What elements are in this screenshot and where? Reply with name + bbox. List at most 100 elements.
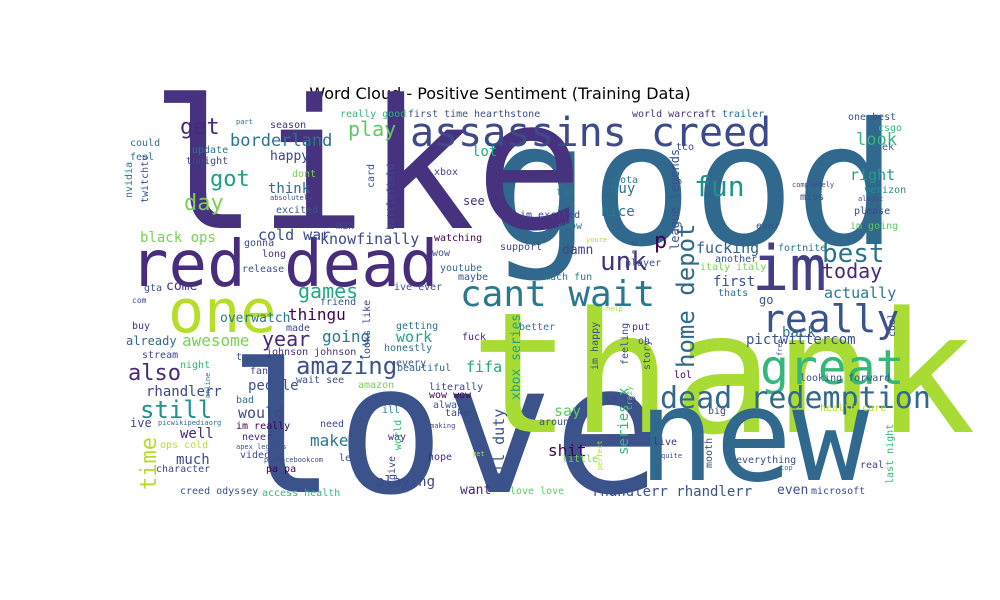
word-looking-forward: looking forward — [800, 373, 890, 384]
word-please: please — [854, 206, 890, 217]
word-home-depot: home depot — [672, 224, 700, 369]
word-johnson-johnson: johnson johnson — [266, 347, 356, 358]
word-hope: hope — [428, 452, 452, 463]
word-every: every — [396, 358, 426, 369]
word-even: even — [777, 483, 808, 498]
word-look: look — [856, 130, 897, 150]
word-well: well — [180, 426, 214, 442]
word-love-love: love love — [510, 486, 564, 497]
word-good: good — [488, 87, 897, 285]
word-need: need — [320, 419, 344, 430]
word-year: year — [262, 327, 310, 351]
word-dont: dont — [292, 169, 316, 180]
word-ill: ill — [382, 405, 400, 416]
word-p: p — [654, 229, 667, 254]
word-dota: dota — [614, 175, 638, 186]
word-back: back — [782, 325, 816, 341]
word-man: man — [336, 221, 354, 232]
word-like: like — [150, 62, 583, 271]
word-xbox-series: xbox series — [509, 314, 524, 400]
word-red-dead: red dead — [130, 228, 438, 302]
word-yet: yet — [472, 450, 485, 458]
word-picfacebookcom: picfacebookcom — [264, 456, 323, 464]
word-wow-wow: wow wow — [429, 390, 472, 401]
word-one: one — [168, 277, 276, 347]
word-making: making — [430, 422, 455, 430]
word-beautiful: beautiful — [397, 363, 451, 374]
word-lot: lot — [472, 144, 497, 160]
word-ive: ive — [130, 416, 152, 430]
word-rhandlerr-rhandlerr: rhandlerr rhandlerr — [592, 484, 752, 500]
word-feeling: feeling — [620, 323, 631, 365]
word-work: work — [396, 328, 432, 346]
word-card: card — [366, 164, 377, 188]
word-csgo: csgo — [878, 123, 902, 134]
word-big: big — [708, 406, 726, 417]
word-im-really: im really — [236, 421, 290, 432]
word-free: free — [776, 339, 784, 356]
word-quite: quite — [661, 452, 682, 460]
word-overwatch: overwatch — [220, 311, 290, 326]
word-day: day — [184, 191, 224, 216]
word-people: people — [248, 378, 299, 394]
word-got: got — [210, 167, 250, 192]
word-get: get — [180, 115, 220, 140]
word-pa-pa: pa pa — [266, 464, 296, 475]
word-im-going: im going — [850, 221, 898, 232]
word-microsoft: microsoft — [811, 486, 865, 497]
word-video: video — [240, 450, 270, 461]
word-let: let — [339, 453, 357, 464]
word-never: never — [242, 432, 272, 443]
word-im: im — [752, 232, 827, 305]
word-another: another — [715, 254, 757, 265]
word-assassins-creed: assassins creed — [410, 110, 771, 156]
word-thank: thank — [470, 276, 976, 472]
word-watching: watching — [434, 233, 482, 244]
word-release: release — [242, 264, 284, 275]
word-im-happy: im happy — [590, 322, 601, 370]
word-dead-redemption: dead redemption — [660, 381, 931, 416]
word-hearthstone: hearthstone — [474, 109, 540, 120]
word-pictwittercom: pictwittercom — [746, 332, 856, 348]
word-oh: oh — [638, 336, 650, 347]
word-e-e: e e — [630, 241, 638, 254]
word-getting: getting — [396, 321, 438, 332]
word-great: great — [760, 340, 905, 396]
word-verizon: verizon — [864, 185, 906, 196]
word-battlefield: battlefield — [386, 164, 397, 230]
word-amazon: amazon — [358, 380, 394, 391]
word-little: little — [562, 454, 598, 465]
word-update: update — [192, 145, 228, 156]
word-online: online — [204, 373, 212, 398]
word-long: long — [262, 249, 286, 260]
word-already: already — [126, 334, 177, 348]
word-fuck: fuck — [462, 332, 486, 343]
word-top: top — [780, 464, 793, 472]
word-would: would — [238, 404, 283, 422]
word-damn: damn — [562, 243, 593, 258]
chart-title: Word Cloud - Positive Sentiment (Trainin… — [309, 84, 691, 103]
word-support: support — [500, 242, 542, 253]
word-still: still — [140, 396, 212, 424]
word-thats: thats — [718, 288, 748, 299]
word-twitchtv: twitchtv — [140, 155, 151, 203]
word-see: see — [463, 194, 485, 208]
word-going: going — [322, 327, 370, 346]
word-season: season — [270, 120, 306, 131]
word-buy: buy — [132, 321, 150, 332]
word-borderland: borderland — [230, 131, 332, 151]
word-way: way — [388, 432, 406, 443]
word-health-care: health care — [820, 403, 886, 414]
word-put: put — [632, 322, 650, 333]
word-gta: gta — [144, 283, 162, 294]
word-far: far — [556, 187, 574, 198]
word-cant-wait: cant wait — [460, 274, 655, 315]
word-story: story — [642, 340, 653, 370]
word-last-night: last night — [885, 424, 896, 484]
word-black-ops: black ops — [140, 230, 216, 246]
word-everything: everything — [736, 455, 796, 466]
word-world-warcraft: world warcraft — [632, 109, 716, 120]
word-creed-odyssey: creed odyssey — [180, 486, 258, 497]
word-stream: stream — [142, 350, 178, 361]
